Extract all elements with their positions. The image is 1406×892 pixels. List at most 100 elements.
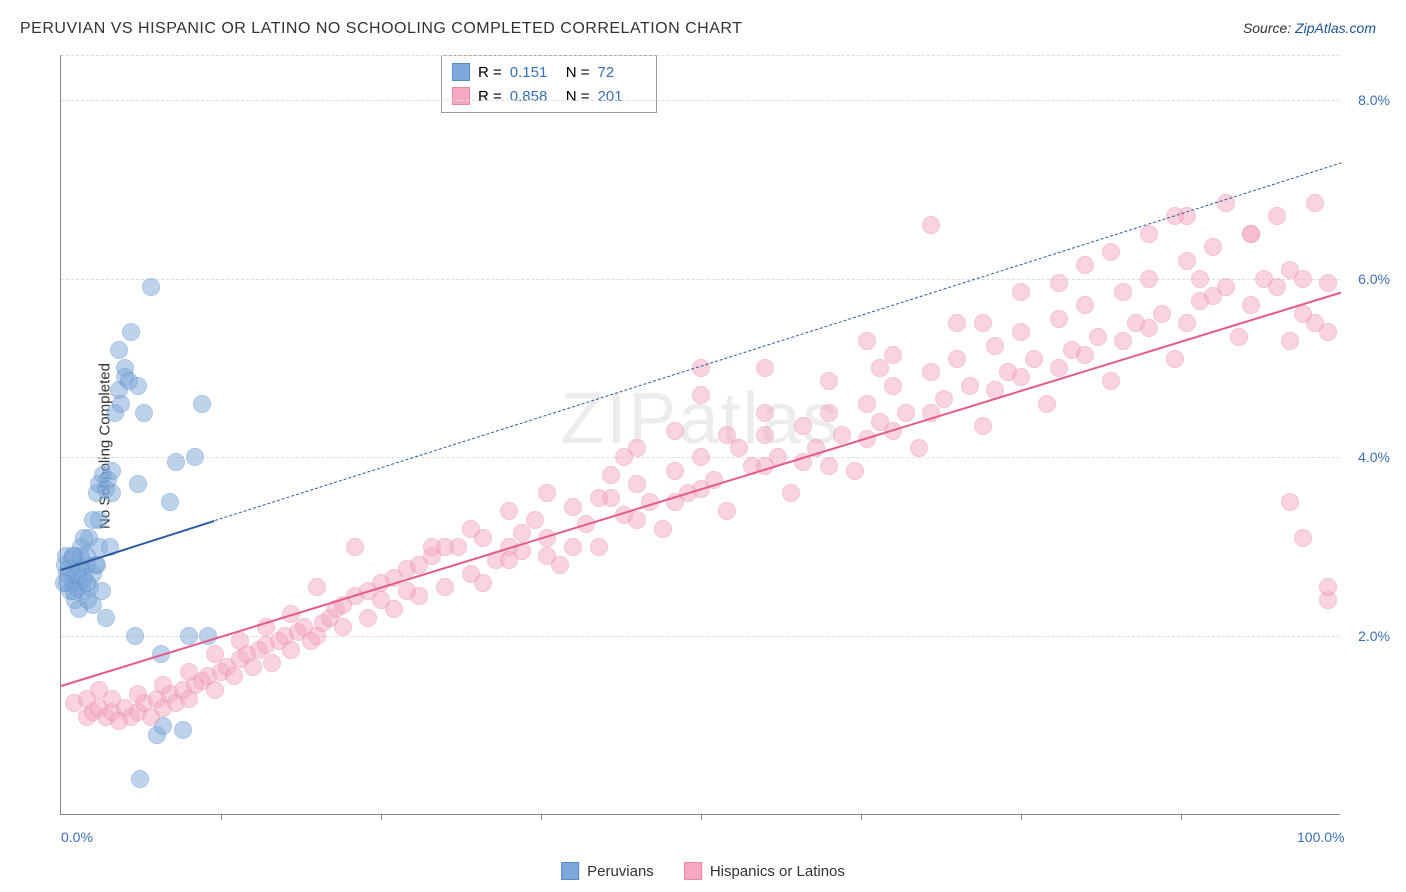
scatter-point — [1204, 287, 1222, 305]
scatter-point — [718, 426, 736, 444]
scatter-point — [129, 475, 147, 493]
scatter-point — [78, 690, 96, 708]
scatter-point — [84, 596, 102, 614]
scatter-point — [334, 618, 352, 636]
scatter-point — [346, 538, 364, 556]
scatter-point — [462, 520, 480, 538]
scatter-point — [756, 404, 774, 422]
scatter-point — [858, 332, 876, 350]
scatter-point — [186, 448, 204, 466]
scatter-point — [231, 632, 249, 650]
scatter-point — [126, 627, 144, 645]
scatter-point — [756, 359, 774, 377]
legend-swatch — [561, 862, 579, 880]
scatter-point — [1076, 346, 1094, 364]
scatter-point — [615, 448, 633, 466]
scatter-point — [1050, 310, 1068, 328]
scatter-point — [922, 216, 940, 234]
x-minor-tick — [221, 814, 222, 820]
legend-r-value: 0.151 — [510, 64, 558, 81]
legend-label: Peruvians — [587, 863, 654, 880]
scatter-point — [820, 404, 838, 422]
legend-row: R =0.151N =72 — [452, 60, 646, 84]
scatter-point — [730, 439, 748, 457]
scatter-point — [167, 453, 185, 471]
scatter-point — [436, 578, 454, 596]
scatter-point — [154, 676, 172, 694]
scatter-point — [500, 551, 518, 569]
scatter-point — [666, 422, 684, 440]
scatter-point — [1242, 296, 1260, 314]
source-label: Source: — [1243, 20, 1295, 36]
scatter-point — [1140, 319, 1158, 337]
source-attribution: Source: ZipAtlas.com — [1243, 20, 1376, 36]
scatter-point — [75, 529, 93, 547]
scatter-point — [1178, 314, 1196, 332]
source-link[interactable]: ZipAtlas.com — [1295, 20, 1376, 36]
scatter-point — [1076, 296, 1094, 314]
scatter-point — [129, 377, 147, 395]
scatter-point — [225, 667, 243, 685]
scatter-point — [974, 314, 992, 332]
scatter-plot: ZIPatlas R =0.151N =72R =0.858N =201 2.0… — [60, 55, 1340, 815]
scatter-point — [308, 578, 326, 596]
scatter-point — [1012, 283, 1030, 301]
scatter-point — [1294, 529, 1312, 547]
scatter-point — [1268, 207, 1286, 225]
scatter-point — [359, 609, 377, 627]
x-minor-tick — [1181, 814, 1182, 820]
scatter-point — [948, 314, 966, 332]
scatter-point — [1306, 314, 1324, 332]
x-minor-tick — [861, 814, 862, 820]
scatter-point — [948, 350, 966, 368]
scatter-point — [122, 323, 140, 341]
x-minor-tick — [701, 814, 702, 820]
scatter-point — [974, 417, 992, 435]
scatter-point — [1319, 274, 1337, 292]
scatter-point — [436, 538, 454, 556]
scatter-point — [55, 574, 73, 592]
scatter-point — [794, 417, 812, 435]
scatter-point — [1281, 493, 1299, 511]
scatter-point — [820, 372, 838, 390]
legend-item: Peruvians — [561, 862, 654, 880]
scatter-point — [564, 538, 582, 556]
scatter-point — [129, 685, 147, 703]
legend-n-label: N = — [566, 64, 590, 81]
y-tick-label: 6.0% — [1358, 271, 1390, 287]
scatter-point — [654, 520, 672, 538]
scatter-point — [1102, 243, 1120, 261]
scatter-point — [174, 721, 192, 739]
gridline — [61, 636, 1340, 637]
scatter-point — [1140, 270, 1158, 288]
scatter-point — [1012, 368, 1030, 386]
x-minor-tick — [381, 814, 382, 820]
y-tick-label: 8.0% — [1358, 92, 1390, 108]
scatter-point — [1012, 323, 1030, 341]
scatter-point — [398, 582, 416, 600]
scatter-point — [590, 489, 608, 507]
scatter-point — [474, 574, 492, 592]
scatter-point — [131, 770, 149, 788]
scatter-point — [500, 502, 518, 520]
scatter-point — [1281, 332, 1299, 350]
scatter-point — [142, 278, 160, 296]
scatter-point — [1114, 283, 1132, 301]
scatter-point — [1166, 350, 1184, 368]
legend-row: R =0.858N =201 — [452, 84, 646, 108]
scatter-point — [718, 502, 736, 520]
series-legend: PeruviansHispanics or Latinos — [561, 862, 845, 880]
scatter-point — [1204, 238, 1222, 256]
correlation-legend: R =0.151N =72R =0.858N =201 — [441, 55, 657, 113]
scatter-point — [564, 498, 582, 516]
scatter-point — [884, 377, 902, 395]
scatter-point — [692, 386, 710, 404]
scatter-point — [590, 538, 608, 556]
scatter-point — [110, 341, 128, 359]
legend-n-label: N = — [566, 88, 590, 105]
trend-line — [61, 292, 1342, 687]
x-tick-label: 0.0% — [61, 829, 93, 845]
scatter-point — [782, 484, 800, 502]
scatter-point — [986, 337, 1004, 355]
x-minor-tick — [541, 814, 542, 820]
